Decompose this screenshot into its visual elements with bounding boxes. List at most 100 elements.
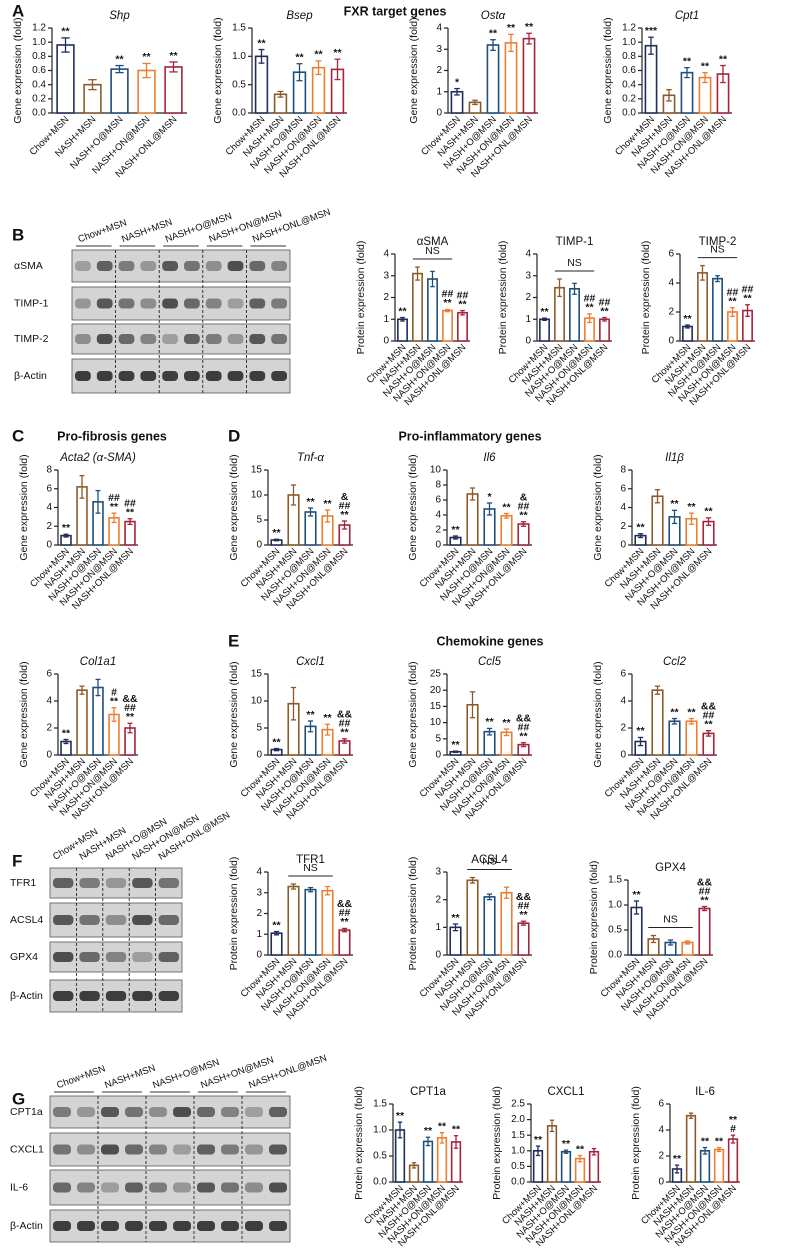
significance-label: **	[700, 894, 709, 906]
significance-label: **	[728, 295, 737, 307]
blot-band	[245, 1221, 263, 1231]
y-tick-label: 0.5	[608, 925, 622, 936]
blot-band	[227, 334, 244, 344]
significance-label: &&	[516, 712, 532, 724]
chart-title: Tnf-α	[297, 452, 324, 464]
chart-title: TFR1	[296, 854, 325, 866]
panel-letter: D	[228, 426, 240, 445]
blot-band	[140, 334, 157, 344]
y-tick-label: 4	[383, 249, 389, 260]
blot-band	[249, 261, 266, 271]
panel-letter: G	[12, 1089, 25, 1108]
bar	[651, 495, 664, 546]
ns-label: NS	[663, 913, 678, 925]
blot-band	[158, 952, 179, 962]
blot-band	[227, 261, 244, 271]
significance-label: &&	[337, 709, 353, 721]
significance-label: ##	[727, 286, 739, 298]
bar	[500, 891, 513, 956]
bar	[110, 68, 129, 114]
significance-label: ##	[742, 284, 754, 296]
significance-label: ##	[518, 501, 530, 513]
blot-band	[140, 371, 157, 381]
significance-label: ##	[442, 288, 454, 300]
bar	[449, 926, 462, 956]
y-tick-label: 0	[256, 950, 262, 961]
significance-label: *	[487, 491, 492, 503]
bar	[436, 1137, 448, 1183]
y-tick-label: 0.8	[32, 51, 46, 62]
blot-row-label: TIMP-1	[14, 297, 49, 309]
y-tick-label: 10	[251, 696, 263, 707]
bar	[397, 318, 408, 342]
y-tick-label: 1	[256, 929, 262, 940]
y-tick-label: 4	[435, 510, 441, 521]
y-tick-label: 0	[256, 750, 262, 761]
bar	[321, 889, 334, 956]
bar	[412, 272, 423, 342]
significance-label: **	[729, 1114, 738, 1126]
blot-band	[205, 261, 222, 271]
y-axis-label: Gene expression (fold)	[407, 661, 419, 767]
y-axis-label: Protein expression (fold)	[497, 241, 509, 355]
significance-label: **	[562, 1138, 571, 1150]
blot-row-label: TFR1	[10, 877, 36, 889]
y-tick-label: 0.0	[608, 950, 622, 961]
blot-band	[125, 1221, 143, 1231]
y-tick-label: 0	[436, 108, 442, 119]
y-tick-label: 2	[256, 908, 262, 919]
blot-band	[221, 1182, 239, 1193]
panel-title: FXR target genes	[344, 4, 447, 18]
y-axis-label: Gene expression (fold)	[602, 17, 614, 123]
significance-label: &&	[516, 891, 532, 903]
significance-label: **	[452, 1124, 461, 1136]
significance-label: **	[600, 305, 609, 317]
y-tick-label: 1.0	[232, 51, 246, 62]
significance-label: **	[438, 1120, 447, 1132]
significance-label: ##	[124, 498, 136, 510]
y-axis-label: Protein expression (fold)	[588, 861, 600, 975]
significance-label: **	[61, 26, 70, 38]
significance-label: ##	[457, 289, 469, 301]
y-tick-label: 0	[435, 950, 441, 961]
y-tick-label: 10	[430, 465, 442, 476]
blot-band	[271, 334, 287, 344]
blot-band	[79, 952, 100, 962]
significance-label: ##	[518, 721, 530, 733]
significance-label: &&	[122, 693, 138, 705]
significance-label: ##	[699, 885, 711, 897]
blot-band	[53, 1144, 71, 1155]
significance-label: **	[632, 889, 641, 901]
y-tick-label: 5	[256, 515, 262, 526]
y-tick-label: 3	[525, 270, 531, 281]
lane-label: Chow+MSN	[55, 1063, 107, 1091]
y-tick-label: 0.0	[511, 1177, 525, 1188]
bar	[588, 1150, 600, 1183]
blot-band	[79, 991, 100, 1001]
significance-label: ##	[339, 718, 351, 730]
blot-band	[269, 1144, 287, 1155]
bar-chart: Acta2 (α-SMA) Gene expression (fold) 0 2 4 6 8…	[18, 452, 138, 612]
blot-band	[96, 371, 113, 381]
y-tick-label: 10	[430, 717, 442, 728]
blot-band	[149, 1107, 167, 1117]
blot-row-label: IL-6	[10, 1181, 28, 1193]
bar-chart: Shp Gene expression (fold) 0.0 0.2 0.4 0.6 0.8…	[12, 10, 187, 180]
blot-band	[173, 1182, 191, 1193]
chart-title: IL-6	[695, 1086, 715, 1098]
bar	[92, 686, 104, 756]
blot-band	[173, 1221, 191, 1231]
bar	[539, 318, 550, 342]
blot-band	[269, 1107, 287, 1117]
blot-band	[271, 298, 287, 309]
bar-chart: Bsep Gene expression (fold) 0.0 0.5 1.0 1.5 **…	[212, 10, 347, 180]
y-tick-label: 1	[435, 922, 441, 933]
significance-label: **	[485, 716, 494, 728]
significance-label: **	[507, 22, 516, 34]
blot-band	[96, 261, 113, 271]
chart-title: CXCL1	[547, 1086, 584, 1098]
significance-label: **	[519, 730, 528, 742]
bar	[697, 272, 708, 342]
bar	[466, 879, 479, 956]
